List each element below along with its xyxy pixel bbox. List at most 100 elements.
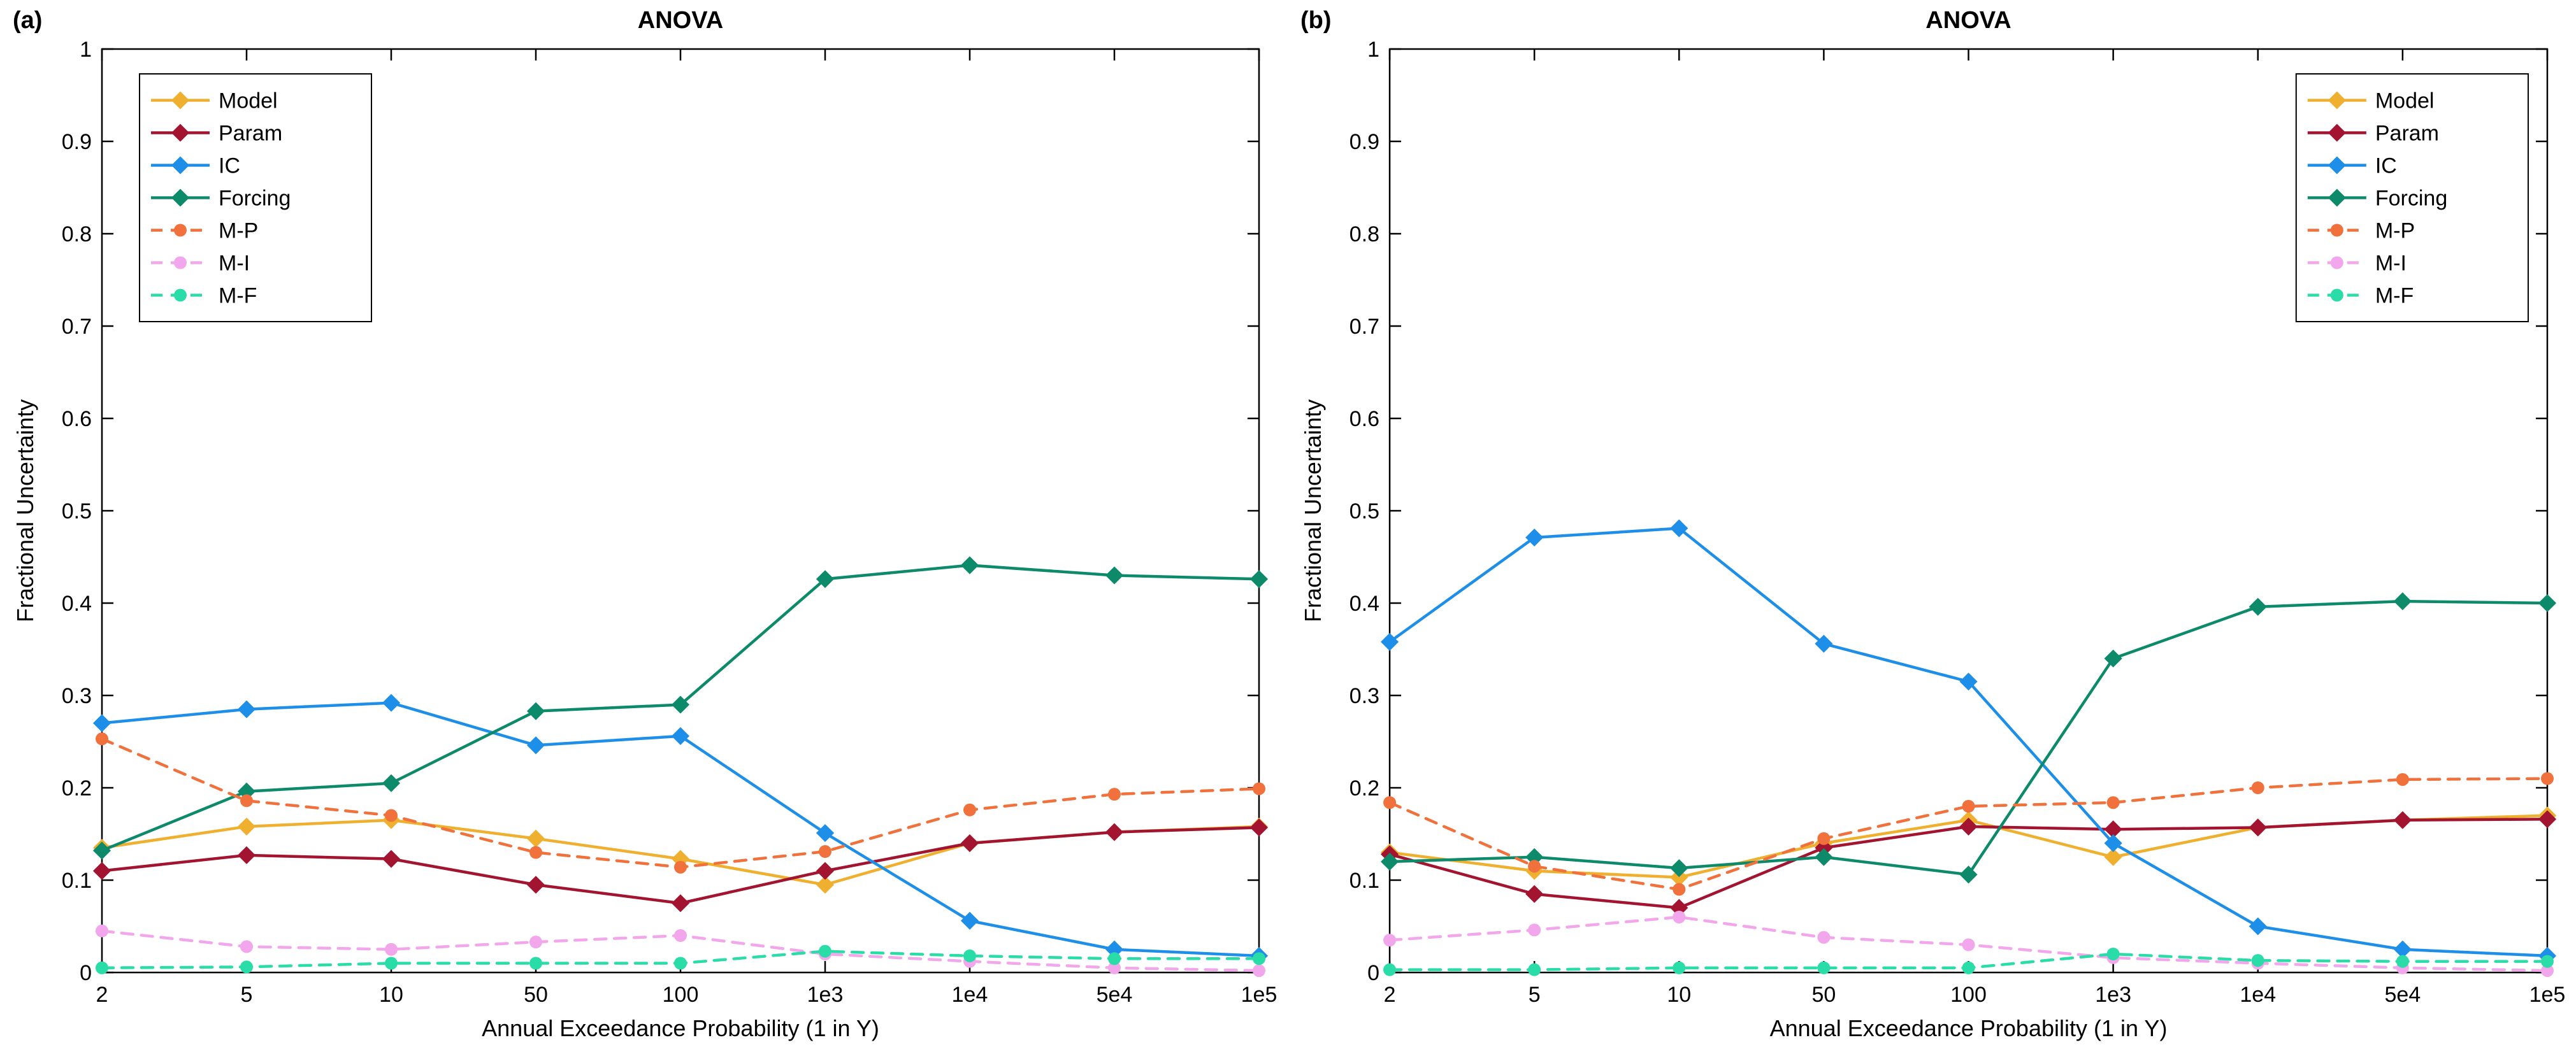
series-marker-M-F <box>385 957 398 970</box>
series-marker-IC <box>1959 673 1978 691</box>
legend-label: Model <box>2375 89 2435 113</box>
legend-label: M-P <box>2375 219 2415 243</box>
y-axis-label: Fractional Uncertainty <box>12 399 38 622</box>
y-tick-label: 0.8 <box>1349 222 1379 246</box>
panel-a-chart: (a) ANOVA 0 0.1 0.2 0.3 0.4 0.5 0.6 0.7 0.8 0.9 1 2 5 1… <box>12 7 1277 1041</box>
series-marker-M-I <box>1108 961 1121 974</box>
x-tick-label: 100 <box>663 983 699 1007</box>
series-marker-M-I <box>1528 923 1541 937</box>
series-marker-Forcing <box>1670 859 1688 878</box>
x-tick-label: 10 <box>379 983 403 1007</box>
series-marker-M-P <box>674 860 687 874</box>
y-tick-label: 0.5 <box>62 499 92 523</box>
legend-label: M-F <box>2375 284 2414 308</box>
y-tick-label: 0.1 <box>1349 869 1379 893</box>
series-marker-M-P <box>96 732 108 746</box>
x-tick-label: 100 <box>1950 983 1987 1007</box>
legend-label: M-I <box>219 252 250 276</box>
series-marker-M-F <box>674 957 687 970</box>
series-marker-M-P <box>2106 796 2120 809</box>
y-tick-label: 1 <box>80 38 92 62</box>
x-tick-label: 1e5 <box>1241 983 1277 1007</box>
series-marker-IC <box>2104 834 2122 853</box>
y-tick-label: 0.8 <box>62 222 92 246</box>
legend-label: Forcing <box>219 187 291 211</box>
legend-marker-M-F <box>174 288 187 302</box>
series-marker-Forcing <box>92 841 112 860</box>
series-marker-M-P <box>819 845 831 858</box>
legend-marker-M-I <box>174 256 187 269</box>
series-marker-IC <box>526 736 545 755</box>
legend-marker-M-P <box>174 224 187 237</box>
panel-label: (a) <box>13 7 42 34</box>
series-marker-M-P <box>1383 796 1397 809</box>
series-marker-Param <box>237 846 256 864</box>
chart-title: ANOVA <box>638 7 723 34</box>
series-marker-Forcing <box>1815 848 1833 866</box>
series-marker-M-F <box>1253 952 1265 965</box>
series-marker-M-F <box>2396 955 2409 968</box>
series-marker-M-I <box>529 936 542 949</box>
series-marker-Param <box>1959 817 1978 836</box>
series-marker-Forcing <box>2538 594 2557 613</box>
series-marker-M-F <box>1817 961 1831 974</box>
series-marker-Param <box>92 862 112 880</box>
series-marker-Forcing <box>1105 566 1124 585</box>
y-tick-label: 0.2 <box>62 776 92 801</box>
x-tick-label: 1e5 <box>2529 983 2566 1007</box>
legend-marker-Forcing <box>171 189 190 207</box>
series-marker-Param <box>1525 885 1544 903</box>
panel-b-chart: (b) ANOVA 0 0.1 0.2 0.3 0.4 0.5 0.6 0.7 0.8 0.9 1 2 5 1… <box>1300 7 2566 1041</box>
series-marker-M-F <box>1528 963 1541 976</box>
y-tick-label: 0.7 <box>1349 315 1379 339</box>
series-marker-M-P <box>2251 781 2264 794</box>
legend-marker-Model <box>171 91 190 110</box>
series-line-M-P <box>1388 777 2549 891</box>
series-marker-IC <box>671 727 690 745</box>
legend-label: IC <box>219 154 240 178</box>
legend-marker-M-F <box>2330 288 2343 302</box>
series-marker-Param <box>816 862 835 880</box>
y-tick-label: 0.4 <box>62 592 92 616</box>
series-marker-M-F <box>1962 961 1975 974</box>
series-marker-M-P <box>385 809 398 822</box>
series-marker-M-F <box>819 944 831 958</box>
x-tick-label: 5 <box>241 983 253 1007</box>
y-tick-label: 0.9 <box>62 130 92 154</box>
legend-marker-M-P <box>2330 224 2343 237</box>
series-marker-Model <box>2104 848 2122 866</box>
series-marker-M-P <box>1673 883 1686 896</box>
legend-marker-Param <box>171 124 190 142</box>
series-marker-M-F <box>1108 952 1121 965</box>
legend: Model Param IC Forcing M-P M-I M-F <box>139 73 372 322</box>
series-marker-M-F <box>2540 955 2554 968</box>
legend-marker-Forcing <box>2328 189 2346 207</box>
x-axis-label: Annual Exceedance Probability (1 in Y) <box>482 1015 879 1041</box>
y-tick-label: 1 <box>1367 38 1379 62</box>
x-tick-label: 1e3 <box>2095 983 2131 1007</box>
legend-marker-M-I <box>2330 256 2343 269</box>
series-marker-Param <box>2538 810 2557 829</box>
series-marker-M-I <box>1253 964 1265 978</box>
x-tick-label: 5 <box>1529 983 1541 1007</box>
series-marker-M-P <box>1528 860 1541 873</box>
series-marker-IC <box>237 700 256 718</box>
legend-marker-Param <box>2328 124 2346 142</box>
x-tick-label: 2 <box>1384 983 1396 1007</box>
x-tick-label: 1e4 <box>952 983 988 1007</box>
series-marker-M-I <box>674 929 687 942</box>
y-tick-label: 0.9 <box>1349 130 1379 154</box>
y-tick-label: 0.3 <box>62 684 92 708</box>
series-marker-M-F <box>240 960 253 974</box>
series-marker-Forcing <box>382 774 401 792</box>
series-marker-Param <box>1105 823 1124 841</box>
panel-a: (a) ANOVA 0 0.1 0.2 0.3 0.4 0.5 0.6 0.7 0.8 0.9 1 2 5 1… <box>12 7 1277 1041</box>
y-tick-label: 0.6 <box>62 407 92 431</box>
series-marker-Forcing <box>816 570 835 588</box>
series-marker-IC <box>1525 528 1544 547</box>
y-tick-label: 0.1 <box>62 869 92 893</box>
legend-marker-IC <box>171 156 190 174</box>
legend-label: M-I <box>2375 252 2407 276</box>
series-marker-M-F <box>529 957 542 970</box>
series-marker-Forcing <box>2104 649 2122 668</box>
